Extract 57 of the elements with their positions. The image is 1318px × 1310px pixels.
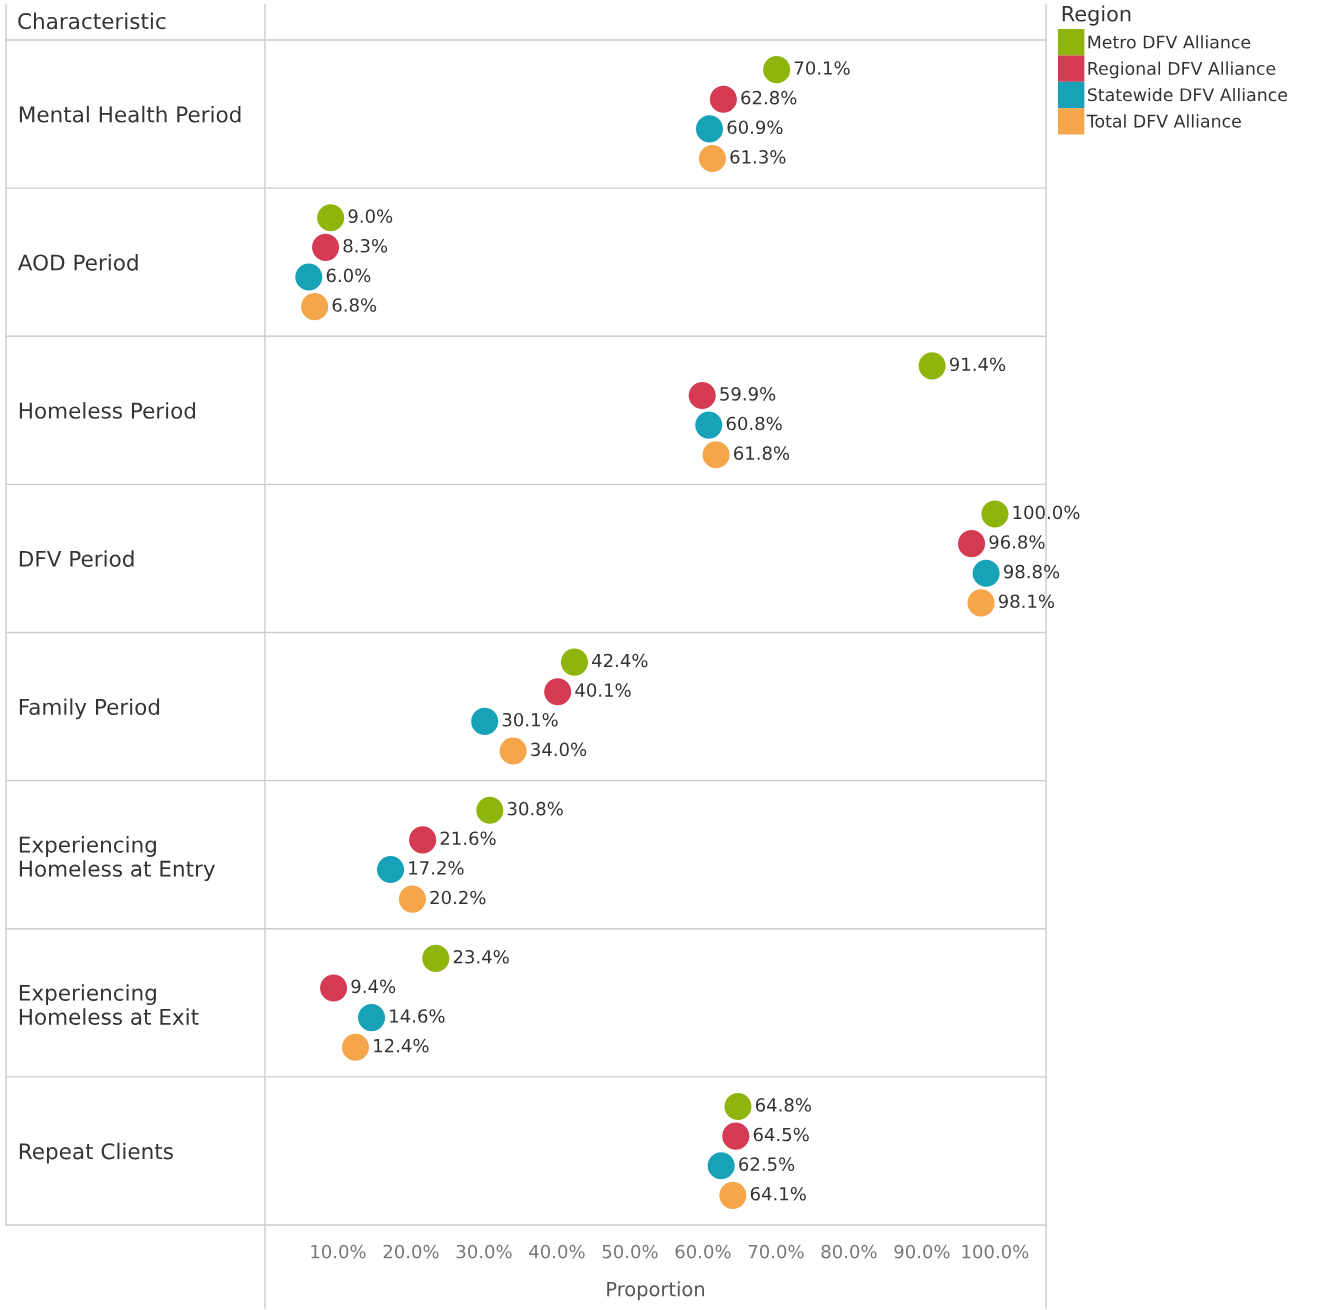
legend-label: Statewide DFV Alliance bbox=[1087, 87, 1288, 102]
data-label: 23.4% bbox=[453, 949, 509, 964]
x-tick-label: 10.0% bbox=[311, 1244, 366, 1259]
data-label: 60.8% bbox=[726, 416, 782, 431]
y-tick-label: Mental Health Period bbox=[19, 105, 241, 123]
legend-label: Regional DFV Alliance bbox=[1088, 61, 1276, 79]
data-label: 70.1% bbox=[794, 61, 850, 75]
data-label: 40.1% bbox=[575, 683, 631, 697]
data-label: 59.9% bbox=[720, 387, 776, 401]
y-tick-label: Homeless Period bbox=[19, 402, 196, 419]
data-label: 98.8% bbox=[1003, 564, 1060, 579]
legend-title: Region bbox=[1062, 5, 1131, 26]
y-tick-label: Family Period bbox=[19, 698, 160, 720]
data-label: 60.9% bbox=[727, 120, 783, 135]
data-label: 17.2% bbox=[409, 861, 464, 875]
x-tick-label: 60.0% bbox=[675, 1244, 731, 1259]
data-label: 96.8% bbox=[989, 535, 1045, 549]
data-label: 21.6% bbox=[440, 831, 496, 846]
x-tick-label: 80.0% bbox=[821, 1244, 877, 1259]
data-label: 14.6% bbox=[390, 1009, 445, 1023]
data-label: 6.8% bbox=[332, 298, 377, 312]
y-tick-label: Experiencing Homeless at Exit bbox=[19, 984, 199, 1025]
data-label: 91.4% bbox=[949, 357, 1006, 372]
data-label: 64.5% bbox=[753, 1127, 809, 1142]
x-tick-label: 70.0% bbox=[748, 1244, 804, 1259]
x-tick-label: 40.0% bbox=[529, 1244, 585, 1259]
data-label: 12.4% bbox=[374, 1038, 429, 1053]
x-tick-label: 50.0% bbox=[602, 1244, 658, 1259]
data-label: 34.0% bbox=[531, 742, 587, 757]
data-label: 64.1% bbox=[750, 1186, 806, 1201]
data-label: 42.4% bbox=[592, 653, 648, 668]
data-label: 30.1% bbox=[502, 712, 558, 727]
y-tick-label: Repeat Clients bbox=[19, 1142, 173, 1164]
x-axis-title: Proportion bbox=[607, 1281, 705, 1301]
data-label: 6.0% bbox=[326, 268, 371, 283]
data-label: 64.8% bbox=[755, 1098, 812, 1112]
x-tick-label: 100.0% bbox=[962, 1244, 1029, 1259]
x-tick-label: 90.0% bbox=[894, 1244, 950, 1259]
data-label: 100.0% bbox=[1013, 505, 1080, 520]
data-label: 61.3% bbox=[730, 150, 786, 164]
x-tick-label: 30.0% bbox=[456, 1244, 512, 1259]
y-tick-label: AOD Period bbox=[17, 254, 138, 271]
data-label: 61.8% bbox=[734, 446, 790, 460]
data-label: 62.5% bbox=[739, 1157, 795, 1171]
x-tick-label: 20.0% bbox=[383, 1244, 439, 1259]
legend-label: Metro DFV Alliance bbox=[1088, 35, 1251, 49]
data-label: 30.8% bbox=[507, 801, 563, 816]
data-label: 98.1% bbox=[998, 594, 1055, 609]
y-tick-label: Experiencing Homeless at Entry bbox=[19, 836, 215, 882]
y-axis-title: Characteristic bbox=[18, 12, 166, 30]
data-label: 20.2% bbox=[430, 890, 486, 905]
legend-label: Total DFV Alliance bbox=[1086, 114, 1241, 128]
y-tick-label: DFV Period bbox=[19, 550, 134, 567]
data-label: 9.4% bbox=[351, 979, 396, 994]
data-label: 9.0% bbox=[348, 209, 393, 223]
data-label: 62.8% bbox=[741, 90, 797, 105]
data-label: 8.3% bbox=[343, 238, 388, 253]
